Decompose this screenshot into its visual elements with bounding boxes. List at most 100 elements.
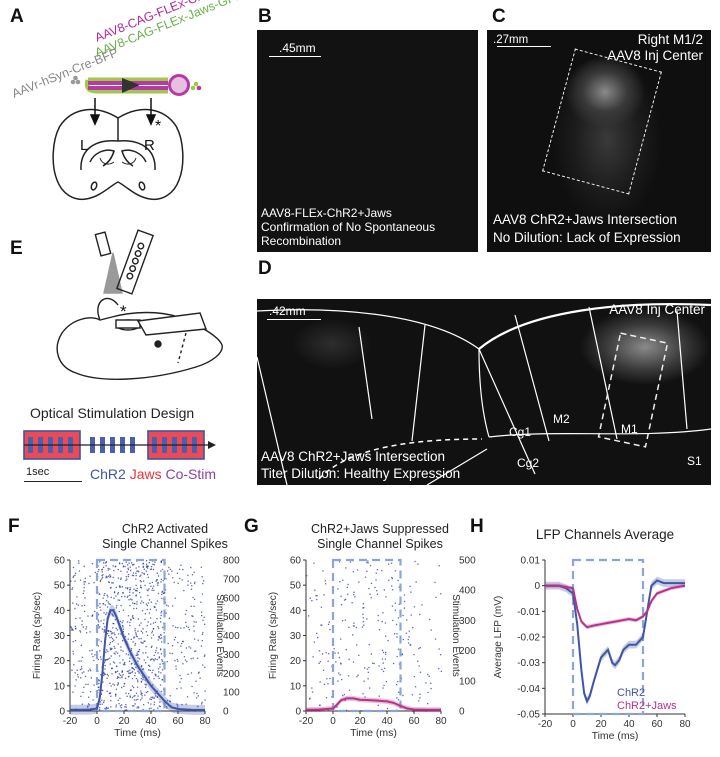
x-tick-label: 20	[118, 716, 130, 727]
spike-dot	[107, 707, 109, 709]
spike-dot	[334, 652, 336, 654]
spike-dot	[70, 626, 72, 628]
spike-dot	[151, 630, 154, 632]
spike-dot	[149, 568, 152, 570]
spike-dot	[403, 607, 406, 609]
spike-dot	[362, 607, 364, 609]
spike-dot	[159, 637, 161, 640]
caption-line-1: AAV8 ChR2+Jaws Intersection	[261, 449, 445, 464]
spike-dot	[117, 577, 120, 579]
y-tick-label: 40	[290, 606, 302, 617]
spike-dot	[133, 607, 135, 610]
spike-dot	[191, 585, 193, 587]
spike-dot	[161, 590, 164, 593]
spike-dot	[97, 570, 99, 573]
spike-dot	[140, 596, 142, 598]
spike-dot	[103, 619, 105, 621]
spike-dot	[127, 575, 129, 578]
spike-dot	[158, 636, 160, 638]
spike-dot	[183, 656, 186, 658]
spike-dot	[119, 585, 121, 587]
spike-dot	[159, 617, 162, 619]
spike-dot	[180, 677, 182, 680]
spike-dot	[122, 659, 124, 661]
spike-dot	[126, 695, 128, 697]
spike-dot	[345, 567, 347, 569]
spike-dot	[368, 644, 370, 646]
x-axis-label: Time (ms)	[114, 727, 161, 739]
spike-dot	[398, 691, 400, 694]
panel-label-g: G	[244, 516, 259, 537]
spike-dot	[186, 696, 189, 698]
spike-dot	[83, 581, 85, 583]
caption-line-2: Confirmation of No Spontaneous	[261, 220, 436, 234]
series-line-0	[305, 697, 441, 711]
spike-dot	[129, 695, 131, 697]
spike-dot	[419, 697, 421, 699]
spike-dot	[124, 565, 126, 568]
spike-dot	[338, 561, 341, 563]
spike-dot	[94, 654, 96, 656]
spike-dot	[119, 620, 122, 622]
spike-dot	[193, 582, 196, 585]
spike-dot	[362, 693, 364, 695]
micrograph-b: .45mm AAV8-FLEx-ChR2+Jaws Confirmation o…	[257, 30, 478, 252]
spike-dot	[153, 709, 155, 711]
spike-dot	[158, 671, 160, 673]
spike-dot	[98, 709, 101, 711]
spike-dot	[101, 578, 103, 580]
spike-dot	[134, 672, 136, 674]
spike-dot	[187, 673, 189, 675]
spike-dot	[322, 570, 324, 572]
spike-dot	[156, 600, 159, 602]
spike-dot	[381, 570, 383, 572]
spike-dot	[142, 652, 144, 654]
spike-dot	[153, 660, 155, 662]
spike-dot	[102, 566, 105, 568]
spike-dot	[329, 677, 331, 680]
spike-dot	[131, 616, 134, 618]
spike-dot	[115, 595, 117, 597]
spike-dot	[197, 705, 199, 708]
spike-dot	[156, 618, 158, 620]
spike-dot	[179, 681, 181, 683]
spike-dot	[427, 673, 429, 676]
spike-dot	[105, 565, 107, 567]
spike-dot	[151, 589, 153, 591]
spike-dot	[74, 672, 76, 674]
spike-dot	[358, 581, 360, 583]
spike-dot	[165, 578, 167, 580]
y-axis-label: Average LFP (mV)	[493, 596, 504, 678]
y2-tick-label: 500	[459, 556, 476, 567]
x-tick-label: -20	[63, 716, 78, 727]
spike-dot	[140, 574, 142, 576]
y2-tick-label: 200	[459, 646, 476, 657]
spike-dot	[106, 690, 108, 692]
spike-dot	[135, 589, 137, 592]
spike-dot	[102, 597, 104, 599]
spike-dot	[106, 707, 108, 710]
spike-dot	[418, 647, 420, 650]
spike-dot	[385, 653, 387, 655]
spike-dot	[141, 600, 143, 602]
spike-dot	[140, 699, 142, 701]
spike-dot	[101, 574, 103, 577]
spike-dot	[353, 625, 355, 627]
spike-dot	[103, 629, 105, 631]
spike-dot	[191, 615, 193, 617]
spike-dot	[128, 599, 130, 601]
spike-raster	[70, 560, 206, 712]
spike-dot	[72, 576, 74, 579]
hemisphere-left-label: L	[80, 137, 88, 154]
spike-dot	[121, 670, 123, 673]
spike-dot	[165, 604, 168, 606]
spike-dot	[195, 680, 197, 682]
spike-dot	[344, 619, 346, 621]
spike-dot	[130, 619, 132, 621]
legend-chr2: ChR2	[90, 466, 126, 482]
spike-dot	[75, 617, 77, 620]
spike-dot	[172, 645, 174, 647]
spike-dot	[351, 602, 353, 604]
spike-dot	[145, 563, 148, 565]
spike-dot	[116, 605, 118, 607]
